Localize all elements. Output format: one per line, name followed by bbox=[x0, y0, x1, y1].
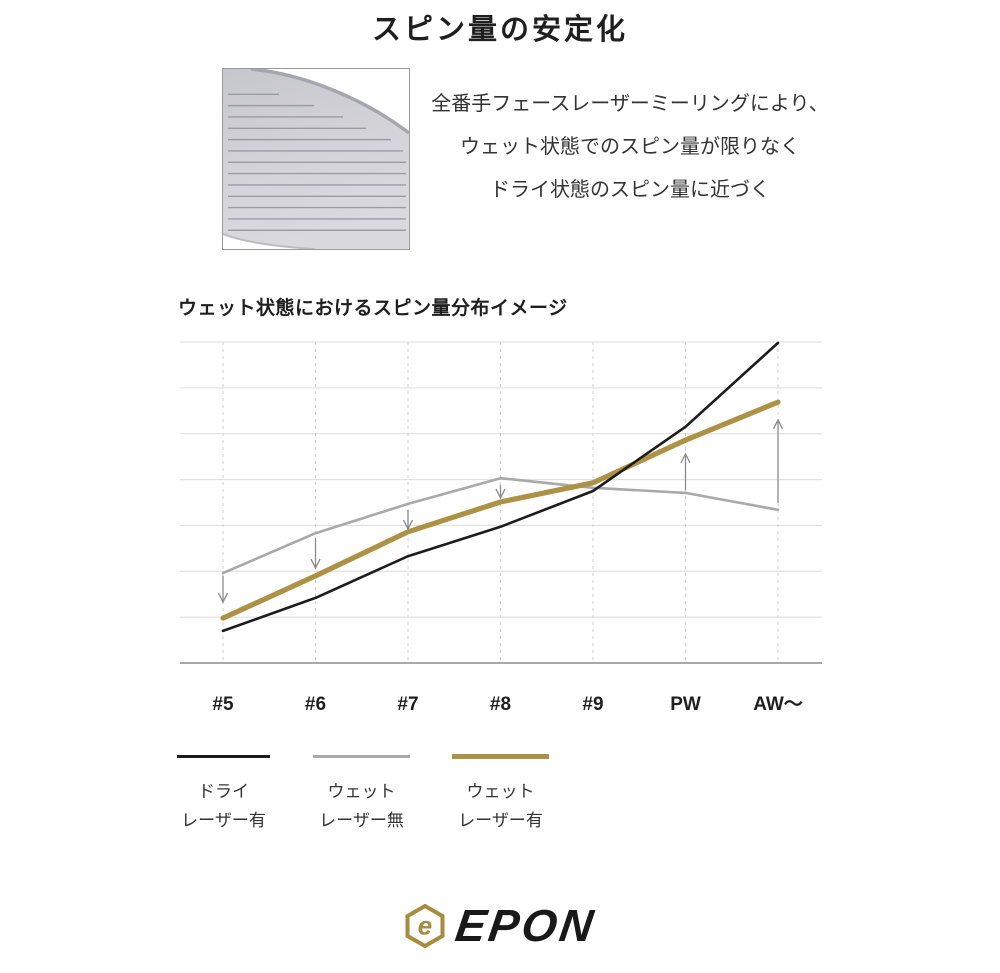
legend-label: ドライ bbox=[198, 782, 249, 801]
face-top-edge bbox=[250, 69, 409, 135]
legend-item-wet-no-laser: ウェット レーザー無 bbox=[313, 753, 410, 835]
x-axis-label: PW bbox=[670, 694, 701, 715]
epon-logo-icon: e bbox=[405, 903, 445, 948]
chart-vertical-guides bbox=[222, 342, 779, 663]
legend-label: レーザー有 bbox=[458, 811, 543, 830]
series-line-ドライ レーザー有 bbox=[221, 341, 780, 633]
series-line-ウェット レーザー無 bbox=[221, 476, 780, 575]
description-line: 全番手フェースレーザーミーリングにより、 bbox=[431, 93, 829, 115]
x-axis-label: AW〜 bbox=[753, 694, 803, 715]
club-face-shape bbox=[223, 69, 409, 249]
page-title: スピン量の安定化 bbox=[371, 14, 628, 46]
description-line: ドライ状態のスピン量に近づく bbox=[490, 179, 770, 201]
chart-legend: ドライ レーザー有 ウェット レーザー無 ウェット レーザー有 bbox=[177, 753, 549, 835]
spin-change-arrows bbox=[217, 418, 784, 604]
face-sole-edge bbox=[223, 233, 316, 249]
legend-swatch-black-line bbox=[177, 754, 270, 758]
face-grooves bbox=[228, 93, 406, 231]
x-axis-label: #6 bbox=[305, 694, 326, 715]
description-line: ウェット状態でのスピン量が限りなく bbox=[460, 136, 800, 158]
logo-hexagon bbox=[405, 903, 445, 948]
legend-item-dry-laser: ドライ レーザー有 bbox=[177, 753, 270, 835]
logo-e-glyph: e bbox=[418, 910, 432, 940]
legend-label: ウェット bbox=[327, 782, 396, 801]
legend-swatch-gold-line bbox=[452, 753, 549, 759]
legend-swatch-gray-line bbox=[313, 754, 410, 758]
brand-logo: e EPON bbox=[0, 900, 1000, 951]
x-axis-label: #8 bbox=[490, 694, 511, 715]
legend-label: ウェット bbox=[466, 782, 535, 801]
x-axis-label: #7 bbox=[397, 694, 418, 715]
x-axis-label: #9 bbox=[582, 694, 603, 715]
series-line-ウェット レーザー有 bbox=[220, 399, 781, 621]
epon-logo-text: EPON bbox=[452, 900, 600, 951]
chart-heading: ウェット状態におけるスピン量分布イメージ bbox=[178, 298, 568, 319]
x-axis-label: #5 bbox=[212, 694, 234, 715]
legend-item-wet-laser: ウェット レーザー有 bbox=[452, 753, 549, 835]
club-face-closeup-graphic bbox=[223, 69, 409, 249]
club-face-image bbox=[222, 68, 410, 250]
legend-label: レーザー有 bbox=[181, 811, 266, 830]
legend-label: レーザー無 bbox=[319, 811, 404, 830]
x-axis-labels: #5 #6 #7 #8 #9 PW AW〜 bbox=[212, 694, 802, 715]
spin-distribution-chart: #5 #6 #7 #8 #9 PW AW〜 bbox=[180, 341, 822, 715]
feature-description: 全番手フェースレーザーミーリングにより、 ウェット状態でのスピン量が限りなく ド… bbox=[410, 83, 850, 212]
